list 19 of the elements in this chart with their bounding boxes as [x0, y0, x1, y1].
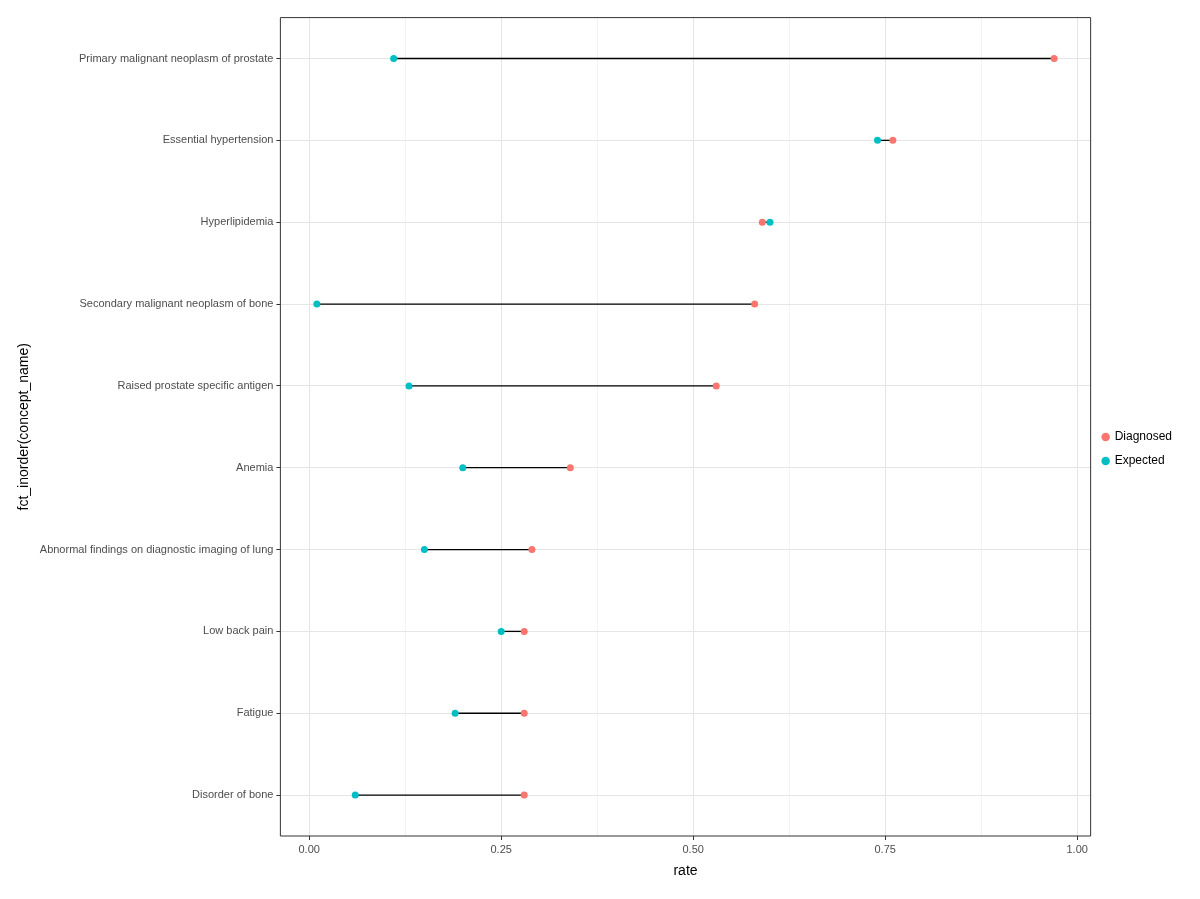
y-tick-label: Fatigue: [236, 706, 274, 719]
y-axis-title: fct_inorder(concept_name): [15, 343, 32, 511]
y-tick-label: Raised prostate specific antigen: [117, 378, 274, 391]
y-tick-label: Anemia: [236, 460, 275, 473]
y-tick-label: Primary malignant neoplasm of prostate: [78, 51, 274, 64]
y-tick-label: Secondary malignant neoplasm of bone: [79, 297, 274, 310]
x-tick-label: 1.00: [1066, 842, 1088, 855]
x-tick-label: 0.75: [874, 842, 896, 855]
legend-label: Diagnosed: [1114, 429, 1172, 444]
x-tick-label: 0.00: [298, 842, 320, 855]
y-tick-label: Essential hypertension: [162, 133, 274, 146]
y-tick-label: Abnormal findings on diagnostic imaging of lung: [39, 542, 274, 555]
x-tick-label: 0.50: [682, 842, 704, 855]
x-tick-label: 0.25: [490, 842, 512, 855]
y-tick-label: Hyperlipidemia: [200, 215, 275, 228]
y-tick-label: Low back pain: [203, 624, 274, 637]
legend-label: Expected: [1114, 453, 1165, 468]
y-tick-label: Disorder of bone: [192, 788, 274, 801]
x-axis-title: rate: [673, 862, 698, 879]
